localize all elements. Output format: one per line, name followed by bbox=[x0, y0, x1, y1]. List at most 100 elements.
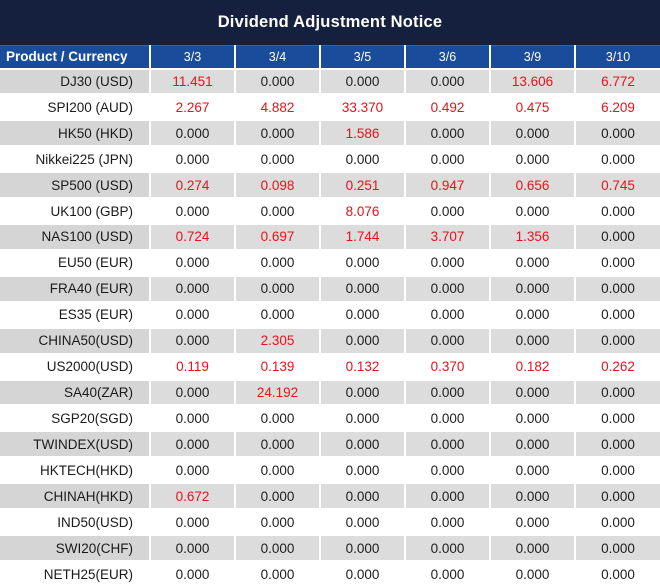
cell-value: 0.000 bbox=[405, 457, 491, 485]
cell-value: 0.000 bbox=[575, 561, 660, 587]
cell-value: 0.000 bbox=[575, 249, 660, 277]
cell-value: 0.000 bbox=[405, 561, 491, 587]
row-product-label: EU50 (EUR) bbox=[0, 249, 151, 277]
cell-value: 0.000 bbox=[575, 224, 660, 251]
cell-value: 0.000 bbox=[575, 535, 660, 563]
table-row: HKTECH(HKD) 0.000 0.000 0.000 0.000 0.000 0.00… bbox=[0, 457, 660, 485]
cell-value: 0.947 bbox=[405, 172, 491, 200]
dividend-table: Product / Currency 3/3 3/4 3/5 3/6 3/9 3/10 D… bbox=[0, 45, 660, 587]
cell-value: 0.139 bbox=[235, 353, 321, 381]
table-row: CHINA50(USD) 0.000 2.305 0.000 0.000 0.000 0.0… bbox=[0, 327, 660, 355]
cell-value: 0.000 bbox=[320, 379, 406, 407]
cell-value: 0.000 bbox=[150, 275, 236, 303]
table-row: EU50 (EUR) 0.000 0.000 0.000 0.000 0.000 0.000 bbox=[0, 249, 660, 277]
cell-value: 0.000 bbox=[490, 146, 576, 174]
cell-value: 0.000 bbox=[150, 146, 236, 174]
cell-value: 0.000 bbox=[150, 431, 236, 459]
cell-value: 0.745 bbox=[575, 172, 660, 200]
cell-value: 0.000 bbox=[150, 327, 236, 355]
cell-value: 13.606 bbox=[490, 68, 576, 96]
table-row: SWI20(CHF) 0.000 0.000 0.000 0.000 0.000 0.000 bbox=[0, 535, 660, 563]
cell-value: 0.000 bbox=[320, 327, 406, 355]
cell-value: 0.000 bbox=[320, 483, 406, 511]
table-row: IND50(USD) 0.000 0.000 0.000 0.000 0.000 0.000 bbox=[0, 509, 660, 537]
col-header-date: 3/9 bbox=[490, 45, 576, 70]
cell-value: 0.492 bbox=[405, 94, 491, 122]
cell-value: 0.000 bbox=[490, 327, 576, 355]
cell-value: 0.000 bbox=[405, 120, 491, 148]
cell-value: 24.192 bbox=[235, 379, 321, 407]
table-row: FRA40 (EUR) 0.000 0.000 0.000 0.000 0.000 0.00… bbox=[0, 275, 660, 303]
cell-value: 0.000 bbox=[235, 301, 321, 329]
cell-value: 0.475 bbox=[490, 94, 576, 122]
cell-value: 0.000 bbox=[320, 146, 406, 174]
row-product-label: NAS100 (USD) bbox=[0, 224, 151, 251]
table-row: TWINDEX(USD) 0.000 0.000 0.000 0.000 0.000 0.0… bbox=[0, 431, 660, 459]
cell-value: 0.000 bbox=[320, 457, 406, 485]
cell-value: 0.000 bbox=[320, 68, 406, 96]
cell-value: 0.000 bbox=[405, 146, 491, 174]
cell-value: 0.000 bbox=[235, 405, 321, 433]
cell-value: 0.000 bbox=[150, 535, 236, 563]
cell-value: 0.132 bbox=[320, 353, 406, 381]
table-row: DJ30 (USD) 11.451 0.000 0.000 0.000 13.606 6.7… bbox=[0, 68, 660, 96]
table-row: CHINAH(HKD) 0.672 0.000 0.000 0.000 0.000 0.00… bbox=[0, 483, 660, 511]
cell-value: 0.000 bbox=[320, 301, 406, 329]
cell-value: 0.000 bbox=[235, 457, 321, 485]
cell-value: 0.000 bbox=[320, 405, 406, 433]
row-product-label: FRA40 (EUR) bbox=[0, 275, 151, 303]
cell-value: 0.000 bbox=[235, 483, 321, 511]
row-product-label: SPI200 (AUD) bbox=[0, 94, 151, 122]
cell-value: 0.182 bbox=[490, 353, 576, 381]
cell-value: 0.251 bbox=[320, 172, 406, 200]
row-product-label: SP500 (USD) bbox=[0, 172, 151, 200]
cell-value: 0.000 bbox=[405, 379, 491, 407]
table-row: HK50 (HKD) 0.000 0.000 1.586 0.000 0.000 0.000 bbox=[0, 120, 660, 148]
cell-value: 0.000 bbox=[575, 275, 660, 303]
cell-value: 1.744 bbox=[320, 224, 406, 251]
table-row: US2000(USD) 0.119 0.139 0.132 0.370 0.182 0.26… bbox=[0, 353, 660, 381]
cell-value: 0.000 bbox=[235, 146, 321, 174]
cell-value: 0.000 bbox=[150, 405, 236, 433]
table-row: SGP20(SGD) 0.000 0.000 0.000 0.000 0.000 0.000 bbox=[0, 405, 660, 433]
col-header-date: 3/5 bbox=[320, 45, 406, 70]
col-header-date: 3/10 bbox=[575, 45, 660, 70]
cell-value: 0.274 bbox=[150, 172, 236, 200]
cell-value: 0.000 bbox=[575, 483, 660, 511]
cell-value: 0.672 bbox=[150, 483, 236, 511]
cell-value: 0.000 bbox=[405, 483, 491, 511]
cell-value: 1.356 bbox=[490, 224, 576, 251]
cell-value: 0.000 bbox=[575, 431, 660, 459]
cell-value: 0.000 bbox=[575, 327, 660, 355]
cell-value: 0.000 bbox=[405, 198, 491, 226]
cell-value: 0.000 bbox=[575, 405, 660, 433]
cell-value: 0.000 bbox=[150, 379, 236, 407]
table-row: NAS100 (USD) 0.724 0.697 1.744 3.707 1.356 0.0… bbox=[0, 224, 660, 251]
cell-value: 0.000 bbox=[235, 198, 321, 226]
cell-value: 6.209 bbox=[575, 94, 660, 122]
cell-value: 0.000 bbox=[150, 120, 236, 148]
row-product-label: UK100 (GBP) bbox=[0, 198, 151, 226]
table-body: DJ30 (USD) 11.451 0.000 0.000 0.000 13.606 6.7… bbox=[0, 68, 660, 587]
cell-value: 4.882 bbox=[235, 94, 321, 122]
cell-value: 0.119 bbox=[150, 353, 236, 381]
page-title: Dividend Adjustment Notice bbox=[0, 0, 660, 45]
cell-value: 0.370 bbox=[405, 353, 491, 381]
cell-value: 0.000 bbox=[320, 535, 406, 563]
row-product-label: TWINDEX(USD) bbox=[0, 431, 151, 459]
row-product-label: ES35 (EUR) bbox=[0, 301, 151, 329]
table-row: ES35 (EUR) 0.000 0.000 0.000 0.000 0.000 0.000 bbox=[0, 301, 660, 329]
row-product-label: Nikkei225 (JPN) bbox=[0, 146, 151, 174]
cell-value: 0.000 bbox=[320, 431, 406, 459]
cell-value: 0.000 bbox=[490, 198, 576, 226]
cell-value: 0.000 bbox=[150, 198, 236, 226]
cell-value: 0.000 bbox=[490, 275, 576, 303]
cell-value: 0.000 bbox=[490, 457, 576, 485]
cell-value: 6.772 bbox=[575, 68, 660, 96]
cell-value: 0.000 bbox=[405, 301, 491, 329]
row-product-label: DJ30 (USD) bbox=[0, 68, 151, 96]
row-product-label: CHINAH(HKD) bbox=[0, 483, 151, 511]
cell-value: 0.000 bbox=[235, 431, 321, 459]
row-product-label: HKTECH(HKD) bbox=[0, 457, 151, 485]
cell-value: 0.000 bbox=[320, 509, 406, 537]
